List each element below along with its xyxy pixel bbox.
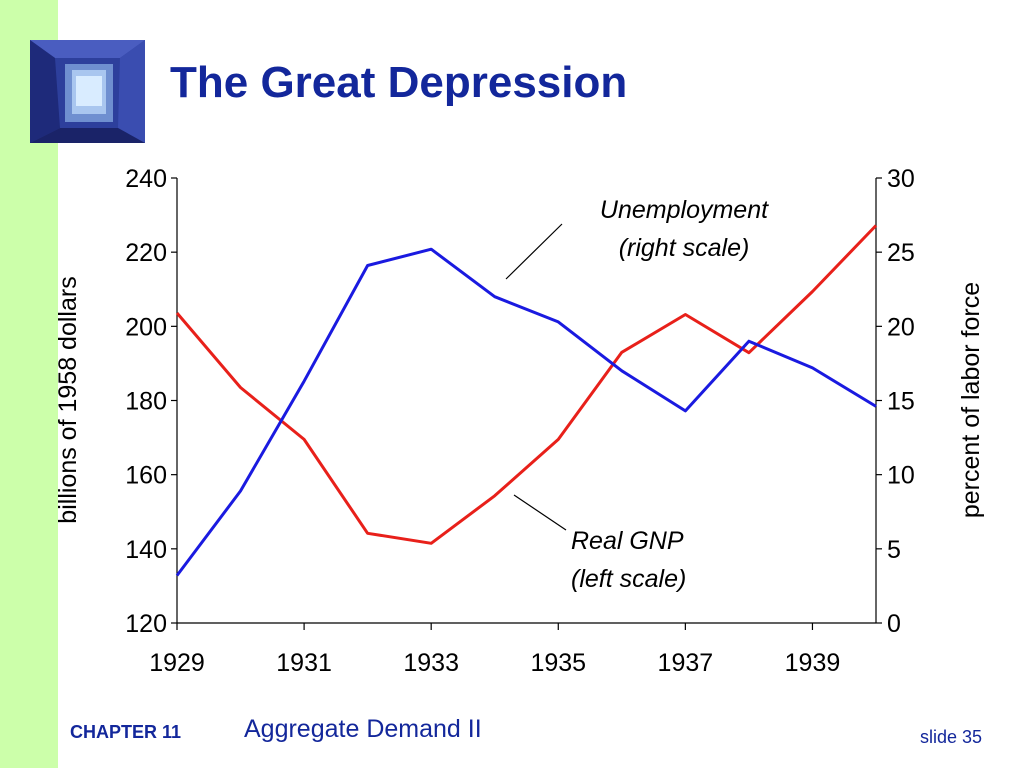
y-tick-label-left: 180 <box>125 388 167 416</box>
annotation-unemployment-line2: (right scale) <box>619 234 750 262</box>
y-tick-label-right: 5 <box>887 536 901 564</box>
series-line-unemployment <box>175 247 877 577</box>
x-tick-label: 1937 <box>658 649 714 677</box>
y-axis-label-left: billions of 1958 dollars <box>54 276 82 523</box>
y-tick-label-right: 25 <box>887 239 915 267</box>
y-tick-label-left: 240 <box>125 165 167 193</box>
slide-title: The Great Depression <box>170 58 628 107</box>
annotation-gnp-line2: (left scale) <box>571 565 686 593</box>
y-tick-label-left: 140 <box>125 536 167 564</box>
annotation-gnp-line1: Real GNP <box>571 527 684 555</box>
annotation-pointer-gnp <box>513 494 567 531</box>
y-tick-label-right: 15 <box>887 388 915 416</box>
y-tick-label-left: 220 <box>125 239 167 267</box>
footer-topic: Aggregate Demand II <box>244 715 482 743</box>
y-tick-label-right: 30 <box>887 165 915 193</box>
footer-chapter: CHAPTER 11 <box>70 722 182 742</box>
y-tick-label-left: 120 <box>125 610 167 638</box>
x-tick-label: 1935 <box>530 649 586 677</box>
x-tick-label: 1931 <box>276 649 332 677</box>
x-tick-label: 1933 <box>403 649 459 677</box>
logo-image <box>30 40 145 143</box>
series-line-real-gnp <box>175 224 878 545</box>
y-tick-label-right: 0 <box>887 610 901 638</box>
x-tick-label: 1939 <box>785 649 841 677</box>
x-tick-label: 1929 <box>149 649 205 677</box>
y-tick-label-left: 160 <box>125 462 167 490</box>
annotation-pointer-unemployment <box>505 223 563 280</box>
y-tick-label-right: 20 <box>887 313 915 341</box>
y-tick-label-left: 200 <box>125 313 167 341</box>
annotation-unemployment-line1: Unemployment <box>600 196 769 224</box>
y-axis-label-right: percent of labor force <box>957 282 985 518</box>
y-tick-label-right: 10 <box>887 462 915 490</box>
footer-slide-number: slide 35 <box>920 727 983 747</box>
